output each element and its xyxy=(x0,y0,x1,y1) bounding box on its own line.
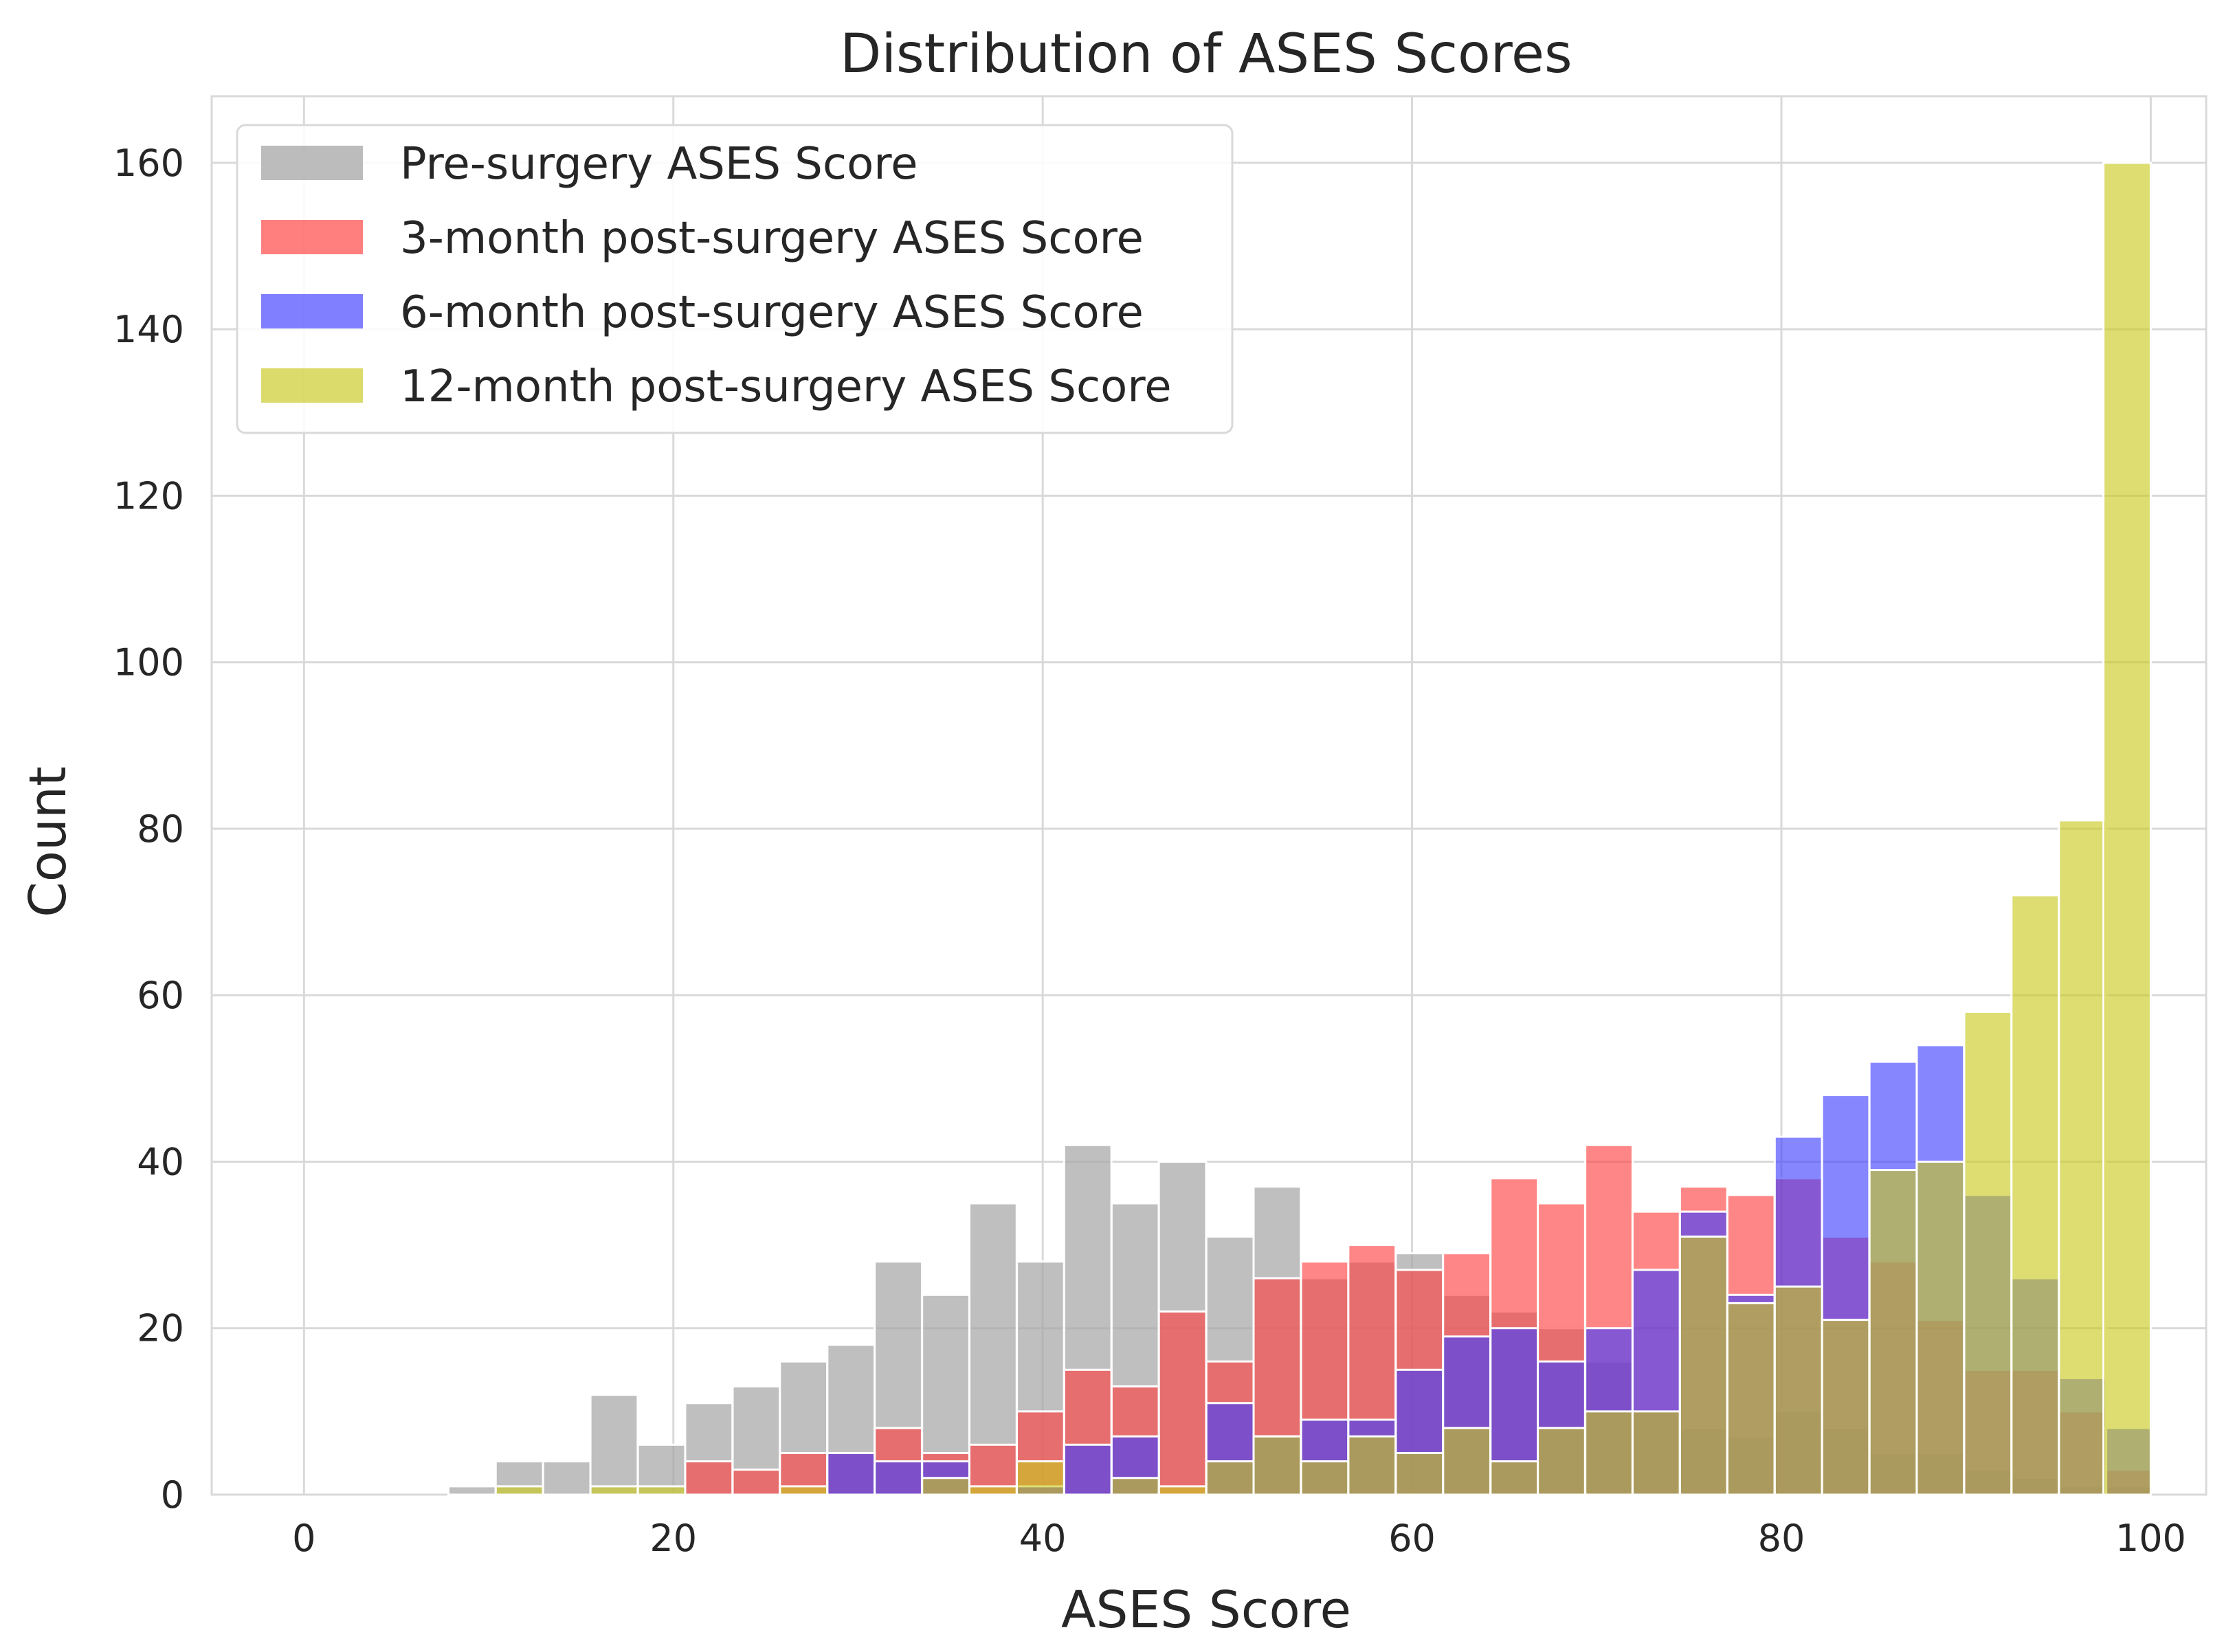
bars xyxy=(447,161,2152,1496)
histogram-bar xyxy=(542,1460,592,1496)
x-tick-label: 80 xyxy=(1758,1517,1805,1560)
y-tick-label: 40 xyxy=(137,1140,184,1183)
histogram-bar xyxy=(1678,1235,1728,1496)
y-tick-label: 140 xyxy=(113,308,184,351)
legend-swatch-pre-surgery xyxy=(261,146,363,180)
histogram-bar xyxy=(874,1460,923,1496)
x-axis-title: ASES Score xyxy=(1061,1581,1351,1640)
histogram-bar xyxy=(731,1469,781,1496)
legend-swatch-6-month xyxy=(261,294,363,328)
legend-swatch-12-month xyxy=(261,368,363,403)
histogram-bar xyxy=(1442,1427,1492,1496)
histogram-bar xyxy=(1584,1410,1634,1496)
histogram-bar xyxy=(1868,1169,1918,1496)
tick-labels: 0 20 40 60 80 100 0 20 40 60 80 100 120 140 160 xyxy=(113,142,2186,1560)
histogram-bar xyxy=(1821,1319,1871,1496)
histogram-bar xyxy=(1110,1477,1160,1496)
x-tick-label: 40 xyxy=(1019,1517,1067,1560)
x-tick-label: 60 xyxy=(1388,1517,1436,1560)
histogram-bar xyxy=(1157,1310,1208,1496)
y-tick-label: 60 xyxy=(137,974,184,1017)
legend-label-pre-surgery: Pre-surgery ASES Score xyxy=(400,139,918,190)
histogram-bar xyxy=(1205,1460,1255,1496)
histogram-bar xyxy=(1773,1285,1823,1496)
histogram-bar xyxy=(921,1477,970,1496)
histogram-bar xyxy=(2058,819,2108,1496)
histogram-bar xyxy=(1537,1427,1586,1496)
histogram-bar xyxy=(684,1460,734,1496)
histogram-bar xyxy=(1963,1010,2013,1496)
legend-label-12-month: 12-month post-surgery ASES Score xyxy=(400,361,1172,412)
chart-title: Distribution of ASES Scores xyxy=(840,23,1572,85)
histogram-bar xyxy=(636,1485,687,1496)
histogram-bar xyxy=(589,1394,639,1496)
histogram-bar xyxy=(779,1485,829,1496)
histogram-bar xyxy=(1157,1485,1208,1496)
y-tick-label: 80 xyxy=(137,807,184,851)
histogram-bar xyxy=(1063,1443,1113,1496)
histogram-bar xyxy=(1489,1460,1539,1496)
histogram-bar xyxy=(1631,1410,1681,1496)
histogram-bar xyxy=(968,1485,1018,1496)
y-tick-label: 100 xyxy=(113,641,184,684)
histogram-bar xyxy=(1394,1451,1445,1496)
histogram-bar xyxy=(447,1485,497,1496)
series-3-bars xyxy=(494,161,2152,1496)
x-tick-label: 0 xyxy=(292,1517,315,1560)
x-tick-label: 100 xyxy=(2115,1517,2186,1560)
histogram-bar xyxy=(1016,1460,1065,1496)
y-tick-label: 20 xyxy=(137,1307,184,1350)
y-axis-title: Count xyxy=(19,766,78,917)
histogram-bar xyxy=(494,1485,544,1496)
legend-label-6-month: 6-month post-surgery ASES Score xyxy=(400,287,1144,338)
histogram-bar xyxy=(1347,1435,1397,1496)
histogram-bar xyxy=(2010,894,2060,1496)
histogram-bar xyxy=(1300,1460,1350,1496)
histogram-bar xyxy=(826,1451,876,1496)
legend-label-3-month: 3-month post-surgery ASES Score xyxy=(400,213,1144,264)
histogram-bar xyxy=(2102,161,2152,1496)
x-tick-label: 20 xyxy=(649,1517,697,1560)
histogram-bar xyxy=(589,1485,639,1496)
legend-box xyxy=(236,124,1234,434)
histogram-bar xyxy=(1252,1435,1302,1496)
y-tick-label: 120 xyxy=(113,474,184,517)
histogram-bar xyxy=(1915,1160,1966,1496)
legend-swatch-3-month xyxy=(261,220,363,254)
y-tick-label: 0 xyxy=(161,1473,184,1517)
y-tick-label: 160 xyxy=(113,142,184,185)
legend: Pre-surgery ASES Score 3-month post-surg… xyxy=(236,124,1234,434)
histogram-bar xyxy=(1726,1302,1776,1496)
